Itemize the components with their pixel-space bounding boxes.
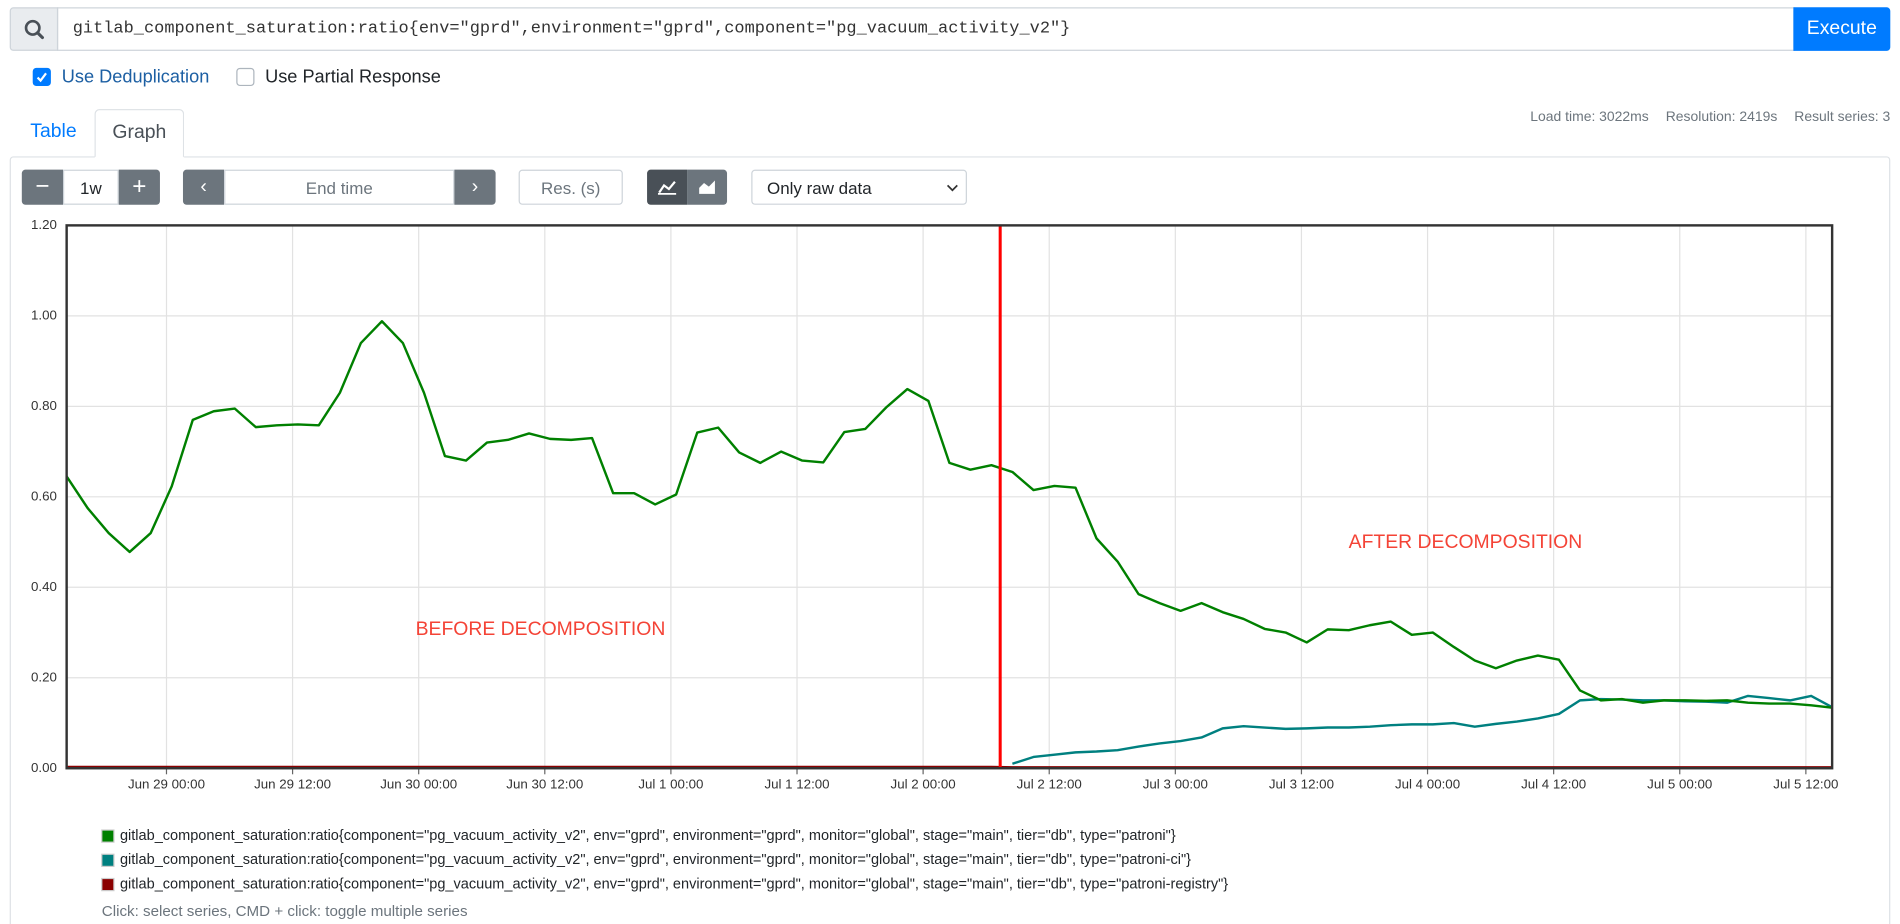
range-minus[interactable]: − [21,169,64,205]
y-tick-label: 0.80 [31,398,57,413]
annotation: BEFORE DECOMPOSITION [416,618,666,640]
legend-label: gitlab_component_saturation:ratio{compon… [120,876,1228,892]
x-tick-label: Jun 29 00:00 [128,777,205,792]
end-time-input[interactable]: End time [224,169,455,205]
options: Use Deduplication Use Partial Response [32,64,441,88]
annotation: AFTER DECOMPOSITION [1349,531,1583,553]
x-tick-label: Jul 4 00:00 [1395,777,1460,792]
search-icon [9,7,59,51]
legend-swatch [101,877,115,892]
stacked-mode-button[interactable] [687,169,728,205]
magnifier [24,19,44,40]
next-button[interactable]: › [454,169,496,205]
line-icon [657,181,677,195]
y-tick-label: 0.40 [31,579,57,594]
range-plus[interactable]: + [118,169,160,205]
checkbox [32,67,51,86]
plot-frame [65,224,1834,770]
x-tick-label: Jul 4 12:00 [1521,777,1586,792]
prev-button[interactable]: ‹ [182,169,225,205]
legend-label: gitlab_component_saturation:ratio{compon… [120,828,1176,844]
resolution-input[interactable]: Res. (s) [518,169,623,205]
x-tick-label: Jul 5 12:00 [1773,777,1838,792]
stat: Load time: 3022ms [1530,110,1649,125]
x-tick-label: Jul 5 00:00 [1647,777,1712,792]
series-line [65,320,1833,709]
legend-hint: Click: select series, CMD + click: toggl… [101,902,468,920]
line-mode-button[interactable] [647,169,688,205]
tab-table[interactable]: Table [30,121,77,142]
stats: Load time: 3022ms Resolution: 2419s Result… [1530,110,1890,125]
legend-swatch [101,853,115,867]
raw-data-select[interactable]: Only raw data [751,169,967,205]
y-tick-label: 0.00 [31,760,57,775]
x-tick-label: Jul 2 12:00 [1017,777,1082,792]
x-tick-label: Jun 29 12:00 [254,777,331,792]
x-tick-label: Jun 30 12:00 [506,777,583,792]
x-tick-label: Jun 30 00:00 [380,777,457,792]
option-label: Use Partial Response [265,66,441,87]
x-tick-label: Jul 3 12:00 [1269,777,1334,792]
y-tick-label: 0.60 [31,488,57,503]
graph-panel [9,156,1891,924]
select-value: Only raw data [767,177,872,197]
legend-swatch [101,829,115,843]
check-mark [36,72,47,82]
stat: Resolution: 2419s [1665,110,1778,125]
area-icon [699,180,715,194]
option-label: Use Deduplication [61,66,210,87]
series-line [1012,694,1833,765]
x-tick-label: Jul 3 00:00 [1143,777,1208,792]
option[interactable]: Use Partial Response [235,64,441,88]
checkbox [235,67,255,86]
query-input[interactable]: gitlab_component_saturation:ratio{env="g… [56,7,1795,51]
x-tick-label: Jul 2 00:00 [891,777,956,792]
option[interactable]: Use Deduplication [32,64,210,88]
select-caret [946,184,958,192]
y-tick-label: 0.20 [31,669,57,684]
execute-button[interactable]: Execute [1793,7,1891,51]
x-tick-label: Jul 1 00:00 [638,777,703,792]
tab-graph[interactable]: Graph [94,109,185,158]
stat: Result series: 3 [1794,110,1891,125]
y-tick-label: 1.20 [31,217,57,232]
legend-label: gitlab_component_saturation:ratio{compon… [120,852,1191,868]
x-tick-label: Jul 1 12:00 [764,777,829,792]
y-tick-label: 1.00 [31,307,57,322]
range-input[interactable]: 1w [63,169,119,205]
